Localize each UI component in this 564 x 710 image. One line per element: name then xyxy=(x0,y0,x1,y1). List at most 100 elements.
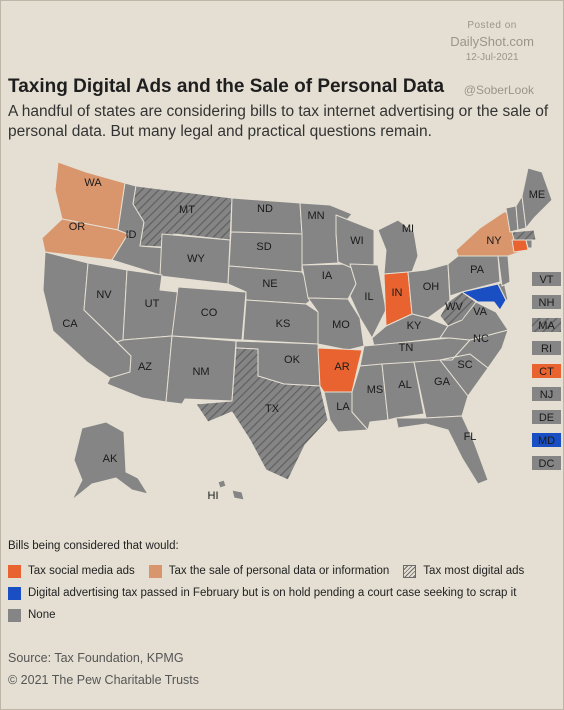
small-state-box xyxy=(532,410,561,424)
state-label-ca: CA xyxy=(62,318,78,330)
state-label-nd: ND xyxy=(257,203,273,215)
state-label-al: AL xyxy=(398,379,411,391)
legend-label-social: Tax social media ads xyxy=(28,565,135,577)
state-label-nv: NV xyxy=(96,289,112,301)
state-label-mo: MO xyxy=(332,319,350,331)
state-label-me: ME xyxy=(529,189,546,201)
small-state-box xyxy=(532,387,561,401)
watermark: Posted on DailyShot.com 12-Jul-2021 xyxy=(450,20,534,63)
state-ak xyxy=(71,421,149,501)
legend-item-passed: Digital advertising tax passed in Februa… xyxy=(8,586,517,600)
map-subtitle: A handful of states are considering bill… xyxy=(8,103,549,140)
state-label-pa: PA xyxy=(470,264,485,276)
legend-swatch-digital xyxy=(403,564,417,578)
legend-row-3: None xyxy=(8,604,558,626)
state-label-sc: SC xyxy=(457,359,472,371)
small-state-label: DE xyxy=(539,412,554,424)
small-state-ma: MA xyxy=(532,318,561,332)
state-label-va: VA xyxy=(473,306,488,318)
legend-item-digital: Tax most digital ads xyxy=(403,564,525,578)
state-label-az: AZ xyxy=(138,361,152,373)
state-label-ga: GA xyxy=(434,376,451,388)
watermark-posted: Posted on xyxy=(467,20,517,31)
small-state-label: NH xyxy=(539,297,555,309)
state-label-or: OR xyxy=(69,221,86,233)
small-state-vt: VT xyxy=(532,272,561,286)
small-state-label: DC xyxy=(539,458,555,470)
legend-label-none: None xyxy=(28,609,56,621)
legend-label-passed: Digital advertising tax passed in Februa… xyxy=(28,587,517,599)
copyright-note: © 2021 The Pew Charitable Trusts xyxy=(8,673,200,687)
state-label-ia: IA xyxy=(322,270,333,282)
legend-swatch-none xyxy=(8,608,21,622)
small-state-box xyxy=(532,318,561,332)
small-state-box xyxy=(532,272,561,286)
legend-swatch-social xyxy=(8,564,21,578)
small-state-box xyxy=(532,364,561,378)
legend-row-1: Tax social media ads Tax the sale of per… xyxy=(8,560,558,582)
small-state-label: MD xyxy=(538,435,555,447)
watermark-site: DailyShot.com xyxy=(450,34,534,49)
state-label-nm: NM xyxy=(192,366,209,378)
state-label-ut: UT xyxy=(145,298,160,310)
small-state-label: NJ xyxy=(540,389,553,401)
state-label-ky: KY xyxy=(407,320,422,332)
source-note: Source: Tax Foundation, KPMG xyxy=(8,651,184,665)
small-state-label: VT xyxy=(539,274,553,286)
state-ga xyxy=(413,359,469,419)
state-label-wy: WY xyxy=(187,253,205,265)
state-ct xyxy=(511,239,529,253)
state-label-mi: MI xyxy=(402,223,414,235)
state-label-il: IL xyxy=(364,291,373,303)
legend-swatch-passed xyxy=(8,586,21,600)
small-state-ri: RI xyxy=(532,341,561,355)
state-label-ar: AR xyxy=(334,361,349,373)
state-label-wv: WV xyxy=(445,301,463,313)
small-state-nh: NH xyxy=(532,295,561,309)
legend-label-personal: Tax the sale of personal data or informa… xyxy=(168,565,390,577)
state-co xyxy=(171,286,247,341)
twitter-handle: @SoberLook xyxy=(463,83,534,97)
state-label-tx: TX xyxy=(265,403,280,415)
legend-item-none: None xyxy=(8,608,56,622)
small-state-label: MA xyxy=(538,320,555,332)
state-label-la: LA xyxy=(336,401,350,413)
state-mi xyxy=(377,219,419,275)
watermark-date: 12-Jul-2021 xyxy=(465,52,519,63)
legend: Bills being considered that would: Tax s… xyxy=(8,540,558,626)
state-ma xyxy=(511,229,537,241)
small-state-label: CT xyxy=(539,366,554,378)
state-label-id: ID xyxy=(126,229,137,241)
state-hi-east xyxy=(231,489,245,501)
state-label-hi: HI xyxy=(208,490,219,502)
legend-swatch-personal xyxy=(148,564,162,578)
state-va xyxy=(439,301,509,341)
small-state-box xyxy=(532,433,561,447)
state-label-oh: OH xyxy=(423,281,440,293)
state-fl xyxy=(395,415,489,485)
state-label-ak: AK xyxy=(103,453,118,465)
state-label-fl: FL xyxy=(464,431,477,443)
small-state-label: RI xyxy=(541,343,552,355)
small-state-box xyxy=(532,341,561,355)
legend-label-digital: Tax most digital ads xyxy=(423,565,525,577)
state-hi xyxy=(217,479,227,489)
legend-item-social: Tax social media ads xyxy=(8,564,135,578)
legend-item-personal: Tax the sale of personal data or informa… xyxy=(148,564,390,578)
map-title: Taxing Digital Ads and the Sale of Perso… xyxy=(8,76,445,97)
state-label-co: CO xyxy=(201,307,218,319)
state-label-ny: NY xyxy=(486,235,502,247)
state-il xyxy=(349,263,387,339)
state-label-tn: TN xyxy=(399,342,414,354)
small-state-nj: NJ xyxy=(532,387,561,401)
state-me xyxy=(521,167,553,229)
state-al xyxy=(381,361,425,421)
state-label-ms: MS xyxy=(367,384,384,396)
legend-row-2: Digital advertising tax passed in Februa… xyxy=(8,582,558,604)
state-label-ks: KS xyxy=(276,318,291,330)
us-map: WA OR CA ID NV MT WY UT AZ CO NM ND SD NE KS OK TX MN IA MO… xyxy=(41,161,561,502)
state-label-mt: MT xyxy=(179,204,195,216)
state-label-ne: NE xyxy=(262,278,277,290)
state-label-sd: SD xyxy=(256,241,271,253)
small-state-dc: DC xyxy=(532,456,561,470)
